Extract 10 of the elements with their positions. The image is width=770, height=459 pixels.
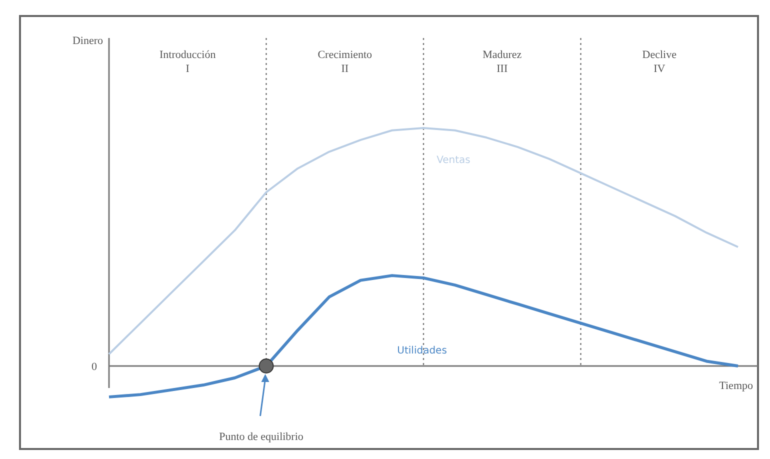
text: Dinero [72, 35, 104, 47]
x-axis-title: Tiempo [719, 380, 754, 392]
text: 0 [92, 361, 98, 373]
text: Madurez III [482, 49, 522, 75]
text: Punto de equilibrio [219, 431, 304, 443]
text: Crecimiento II [318, 49, 373, 75]
text: Declive IV [642, 49, 677, 75]
text: Utilidades [397, 346, 447, 357]
text: Ventas [436, 155, 470, 166]
text: Introducción I [160, 49, 216, 75]
